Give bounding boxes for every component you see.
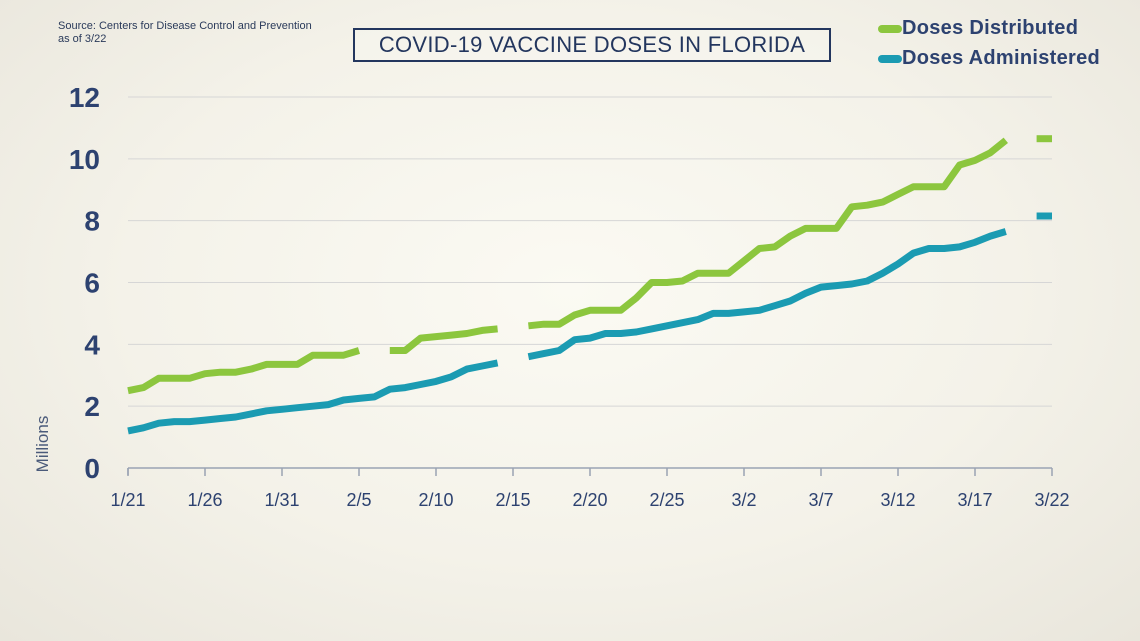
- y-axis-label: Millions: [33, 416, 52, 473]
- x-tick-label: 2/20: [572, 490, 607, 510]
- x-tick-label: 1/31: [264, 490, 299, 510]
- x-tick-label: 3/2: [731, 490, 756, 510]
- legend-item-distributed: Doses Distributed: [878, 15, 1128, 45]
- x-tick-label: 3/17: [957, 490, 992, 510]
- x-tick-label: 2/5: [346, 490, 371, 510]
- y-tick-label: 0: [84, 453, 100, 484]
- legend-swatch-administered: [878, 55, 902, 63]
- legend-label-distributed: Doses Distributed: [902, 17, 1079, 39]
- as-of-line: as of 3/22: [58, 33, 107, 45]
- chart-title: COVID-19 VACCINE DOSES IN FLORIDA: [353, 28, 831, 62]
- y-tick-label: 10: [69, 144, 100, 175]
- x-tick-label: 1/26: [187, 490, 222, 510]
- legend: Doses Distributed Doses Administered: [878, 15, 1128, 75]
- legend-label-administered: Doses Administered: [902, 47, 1101, 69]
- legend-item-administered: Doses Administered: [878, 45, 1128, 75]
- source-line: Source: Centers for Disease Control and …: [58, 20, 312, 32]
- y-tick-label: 6: [84, 268, 100, 299]
- y-tick-label: 8: [84, 206, 100, 237]
- source-note: Source: Centers for Disease Control and …: [58, 20, 312, 46]
- x-tick-label: 2/15: [495, 490, 530, 510]
- series-line-administered: [127, 359, 499, 435]
- x-tick-label: 2/10: [418, 490, 453, 510]
- series-line-administered: [527, 228, 1007, 361]
- y-tick-label: 12: [69, 82, 100, 113]
- x-tick-label: 2/25: [649, 490, 684, 510]
- series-line-distributed: [528, 137, 1008, 330]
- x-tick-label: 3/7: [808, 490, 833, 510]
- y-tick-label: 2: [84, 391, 100, 422]
- x-tick-label: 3/12: [880, 490, 915, 510]
- series-line-distributed: [127, 347, 361, 395]
- x-tick-label: 1/21: [110, 490, 145, 510]
- series-line-distributed: [389, 325, 498, 354]
- y-tick-label: 4: [84, 329, 100, 360]
- x-tick-label: 3/22: [1034, 490, 1069, 510]
- legend-swatch-distributed: [878, 25, 902, 33]
